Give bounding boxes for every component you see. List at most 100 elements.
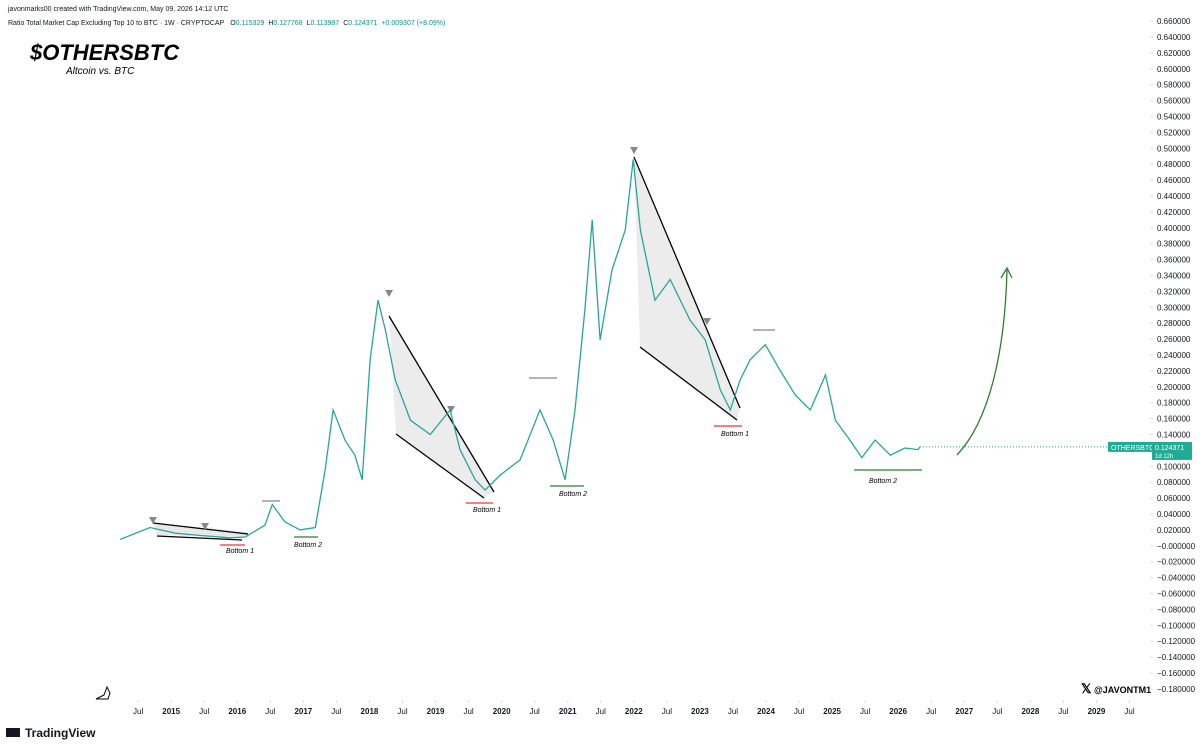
chart-title: $OTHERSBTC: [29, 40, 180, 65]
price-countdown: 1d 12h: [1155, 454, 1173, 460]
y-tick-label: 0.040000: [1157, 510, 1191, 519]
x-tick-label: Jul: [794, 707, 804, 716]
x-tick-label: Jul: [265, 707, 275, 716]
x-tick-label: 2017: [294, 707, 312, 716]
x-tick-label: 2021: [559, 707, 577, 716]
x-tick-label: Jul: [199, 707, 209, 716]
x-tick-label: Jul: [860, 707, 870, 716]
price-line: [120, 159, 921, 541]
y-tick-label: 0.300000: [1157, 303, 1191, 312]
x-tick-label: Jul: [463, 707, 473, 716]
x-tick-label: Jul: [596, 707, 606, 716]
y-tick-label: 0.260000: [1157, 335, 1191, 344]
x-tick-label: 2024: [757, 707, 775, 716]
y-tick-label: 0.440000: [1157, 192, 1191, 201]
y-tick-label: −0.140000: [1157, 653, 1196, 662]
y-tick-label: 0.580000: [1157, 81, 1191, 90]
ohlc-key: C: [343, 20, 348, 27]
y-tick-label: 0.620000: [1157, 49, 1191, 58]
y-tick-label: 0.420000: [1157, 208, 1191, 217]
watermark: @JAVONTM1: [1094, 685, 1151, 695]
bottom-label: Bottom 2: [559, 491, 587, 498]
annotations: Bottom 1 Bottom 2 Bottom 1 Bottom 2 Bottom 1…: [226, 431, 897, 555]
y-tick-label: 0.400000: [1157, 224, 1191, 233]
y-tick-label: 0.640000: [1157, 33, 1191, 42]
ohlc-key: L: [307, 20, 311, 27]
x-tick-label: Jul: [992, 707, 1002, 716]
x-tick-label: 2016: [228, 707, 246, 716]
ohlc-value: 0.115329: [236, 20, 265, 27]
y-tick-label: 0.060000: [1157, 494, 1191, 503]
y-tick-label: 0.660000: [1157, 17, 1191, 26]
y-tick-label: 0.200000: [1157, 383, 1191, 392]
y-tick-label: −0.160000: [1157, 669, 1196, 678]
bottom-label: Bottom 1: [473, 507, 501, 514]
ohlc: O0.115329 H0.127768 L0.113987 C0.124371 +0.0…: [230, 20, 445, 27]
x-tick-label: 2020: [493, 707, 511, 716]
y-tick-label: 0.240000: [1157, 351, 1191, 360]
y-tick-label: −0.080000: [1157, 605, 1196, 614]
x-tick-label: Jul: [662, 707, 672, 716]
x-tick-label: Jul: [728, 707, 738, 716]
x-tick-label: 2028: [1021, 707, 1039, 716]
y-tick-label: 0.500000: [1157, 144, 1191, 153]
y-tick-label: 0.360000: [1157, 256, 1191, 265]
y-tick-label: 0.560000: [1157, 97, 1191, 106]
y-tick-label: 0.280000: [1157, 319, 1191, 328]
ohlc-value: 0.113987: [311, 20, 340, 27]
subtitle: Altcoin vs. BTC: [65, 66, 135, 77]
bottom-label: Bottom 1: [226, 548, 254, 555]
x-tick-label: Jul: [133, 707, 143, 716]
bottom-label: Bottom 2: [294, 542, 322, 549]
y-tick-label: 0.460000: [1157, 176, 1191, 185]
ohlc-key: H: [268, 20, 273, 27]
y-tick-label: 0.540000: [1157, 113, 1191, 122]
y-tick-label: 0.080000: [1157, 478, 1191, 487]
pencil-icon: [95, 685, 111, 700]
credit: javonmarks00 created with TradingView.co…: [7, 6, 228, 13]
y-tick-label: −0.000000: [1157, 542, 1196, 551]
brand-logo: [6, 728, 20, 737]
y-tick-label: 0.480000: [1157, 160, 1191, 169]
x-logo: 𝕏: [1081, 681, 1092, 696]
symbol: Ratio Total Market Cap Excluding Top 10 …: [8, 20, 225, 27]
y-tick-label: −0.100000: [1157, 621, 1196, 630]
x-tick-label: Jul: [1058, 707, 1068, 716]
y-tick-label: 0.020000: [1157, 526, 1191, 535]
x-tick-label: Jul: [331, 707, 341, 716]
bottom-label: Bottom 1: [721, 431, 749, 438]
y-tick-label: 0.520000: [1157, 128, 1191, 137]
ohlc-value: 0.124371: [348, 20, 377, 27]
y-tick-label: −0.120000: [1157, 637, 1196, 646]
price-value: 0.124371: [1155, 445, 1184, 452]
brand: TradingView: [25, 726, 96, 740]
x-tick-label: 2015: [162, 707, 180, 716]
symbol-legend: Ratio Total Market Cap Excluding Top 10 …: [8, 20, 445, 27]
x-tick-label: 2019: [427, 707, 445, 716]
price-value-bg: [1152, 441, 1192, 460]
bottom-label: Bottom 2: [869, 478, 897, 485]
change: +0.009307 (+8.09%): [381, 20, 445, 27]
x-tick-label: 2027: [955, 707, 973, 716]
price-label-name: OTHERSBTC: [1111, 445, 1154, 452]
ohlc-value: 0.127768: [273, 20, 302, 27]
y-tick-label: 0.220000: [1157, 367, 1191, 376]
x-tick-label: Jul: [397, 707, 407, 716]
x-tick-label: Jul: [1124, 707, 1134, 716]
y-tick-label: −0.040000: [1157, 574, 1196, 583]
x-tick-label: 2025: [823, 707, 841, 716]
y-tick-label: 0.600000: [1157, 65, 1191, 74]
x-tick-label: 2026: [889, 707, 907, 716]
price-label-bg: [1108, 441, 1152, 452]
x-tick-label: 2018: [361, 707, 379, 716]
x-tick-label: 2029: [1088, 707, 1106, 716]
y-tick-label: 0.140000: [1157, 431, 1191, 440]
y-tick-label: −0.020000: [1157, 558, 1196, 567]
x-tick-label: Jul: [530, 707, 540, 716]
x-tick-label: 2023: [691, 707, 709, 716]
y-tick-label: 0.380000: [1157, 240, 1191, 249]
drawings: [149, 147, 1013, 546]
ohlc-key: O: [230, 20, 236, 27]
y-tick-label: 0.100000: [1157, 462, 1191, 471]
